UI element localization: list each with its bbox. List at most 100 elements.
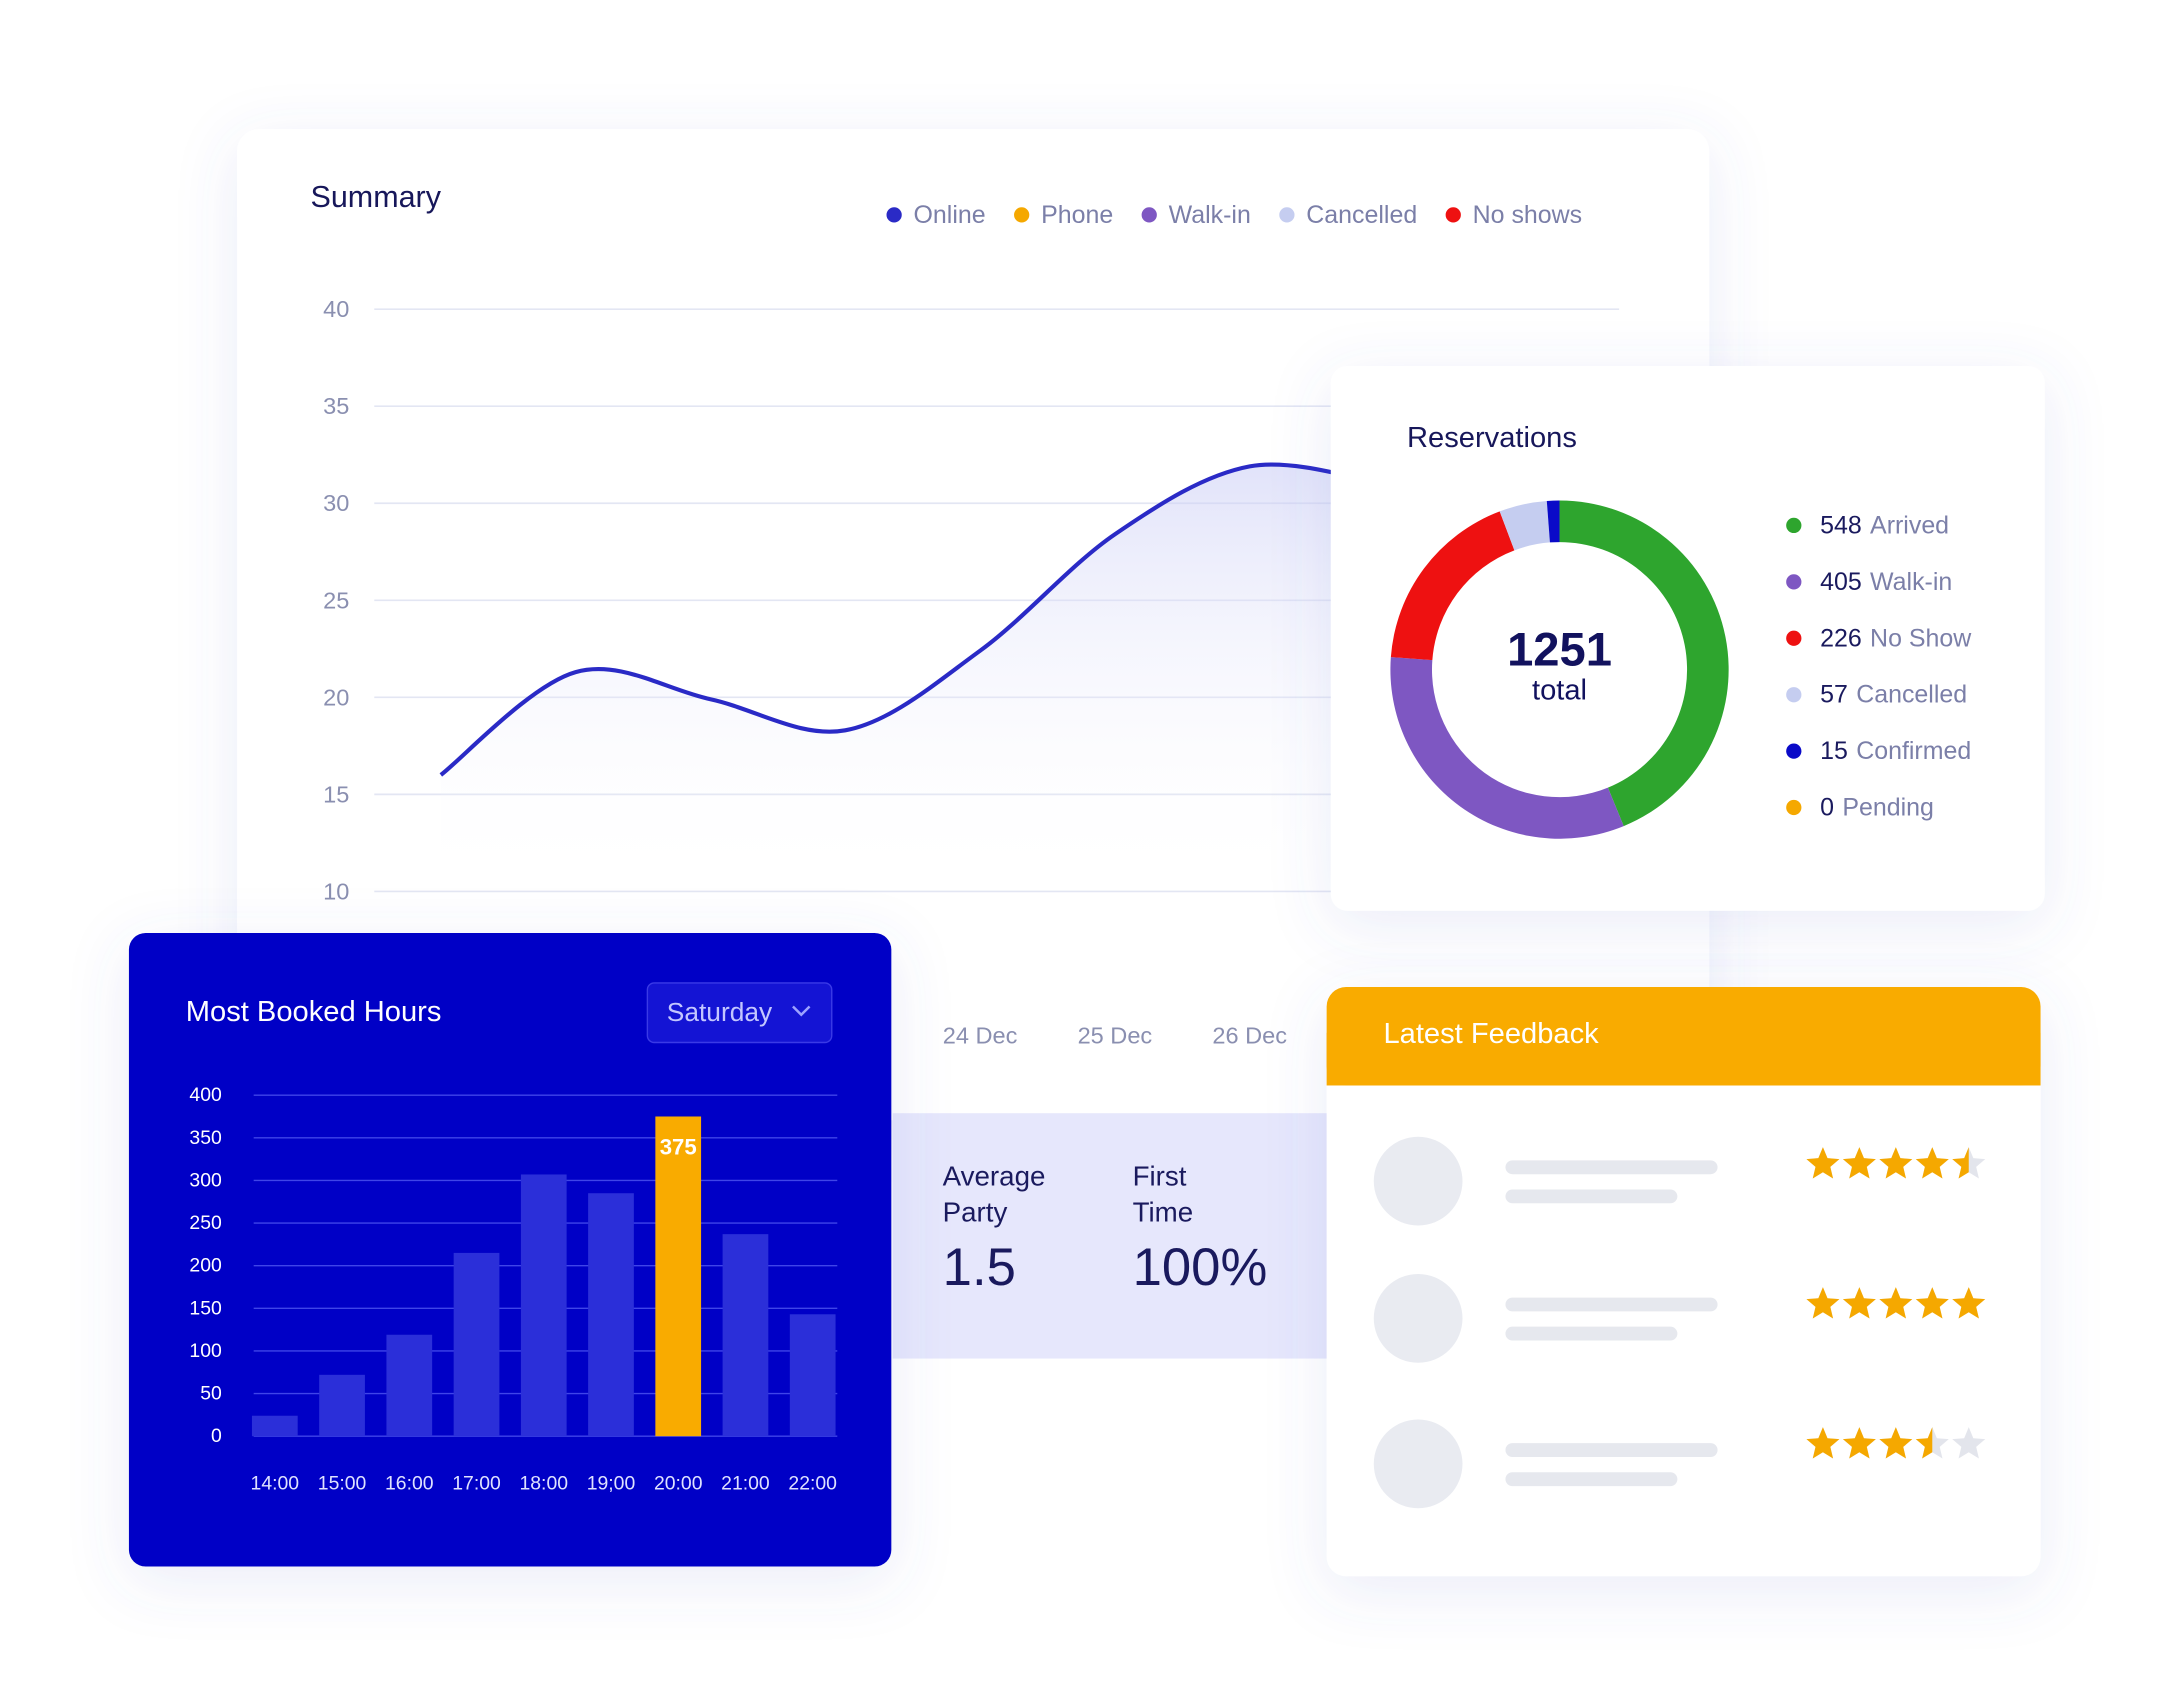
- chevron[interactable]: [792, 1005, 811, 1017]
- x-tick-label: 21:00: [721, 1472, 770, 1494]
- legend-label: Phone: [1041, 201, 1113, 229]
- legend-dot: [1445, 207, 1461, 223]
- bar-value-label: 375: [660, 1134, 697, 1159]
- dropdown-value[interactable]: Saturday: [667, 997, 773, 1027]
- stat-box: First Time 100%: [1133, 1159, 1327, 1299]
- legend-value: 0: [1820, 794, 1834, 822]
- rating: [1806, 1287, 1986, 1319]
- reservations-card: Reservations 548 Arrived 405 Walk-in 226 No S…: [1330, 366, 2045, 911]
- star-filled: [1879, 1287, 1913, 1319]
- line: [439, 462, 1385, 777]
- card-header: [1326, 1032, 2041, 1086]
- star-filled: [1915, 1147, 1949, 1179]
- legend-name: Cancelled: [1856, 681, 1967, 709]
- stat-label: Average Party: [942, 1161, 1046, 1229]
- x-tick-label: 16:00: [385, 1472, 434, 1494]
- legend-label: 226 No Show: [1820, 624, 1972, 652]
- avatar: [1373, 1274, 1463, 1363]
- y-tick-label: 250: [189, 1212, 222, 1234]
- legend-label: Cancelled: [1306, 201, 1417, 229]
- y-tick-label: 50: [200, 1383, 222, 1405]
- legend-dot: [886, 207, 902, 223]
- placeholder-line: [1505, 1472, 1678, 1487]
- legend-name: Arrived: [1870, 511, 1949, 539]
- legend-dot: [1786, 687, 1802, 703]
- bar: [319, 1374, 365, 1437]
- avatar: [1373, 1419, 1463, 1509]
- legend-value: 15: [1820, 737, 1848, 765]
- y-tick-label: 300: [189, 1169, 222, 1191]
- x-tick-label: 14:00: [251, 1472, 300, 1494]
- legend-dot: [1786, 517, 1802, 534]
- placeholder-line: [1505, 1160, 1718, 1175]
- legend-label: No shows: [1473, 201, 1583, 229]
- donut-segment: [1546, 500, 1560, 543]
- stat-label: First Time: [1132, 1161, 1194, 1229]
- legend-value: 405: [1820, 568, 1862, 596]
- donut-segment: [1559, 500, 1729, 827]
- stats-band: Average Party 1.5 First Time 100%: [892, 1113, 1329, 1359]
- legend-label: Online: [914, 201, 986, 229]
- star-filled: [1806, 1427, 1840, 1459]
- y-tick-label: 0: [211, 1425, 222, 1447]
- placeholder-line: [1505, 1326, 1678, 1341]
- star-filled: [1915, 1427, 1933, 1459]
- card-title: Reservations: [1407, 422, 1577, 454]
- bar: [789, 1314, 836, 1437]
- y-tick-label: 15: [323, 781, 349, 807]
- bar: [386, 1334, 433, 1437]
- y-tick-label: 200: [189, 1255, 222, 1277]
- day-dropdown[interactable]: Saturday: [646, 982, 833, 1044]
- y-tick-label: 35: [323, 393, 349, 419]
- donut-segment: [1390, 511, 1515, 661]
- star-filled: [1952, 1287, 1986, 1319]
- y-tick-label: 40: [323, 296, 349, 322]
- x-tick-label: 20:00: [654, 1472, 703, 1494]
- bar: [251, 1415, 298, 1437]
- x-tick-label: 25 Dec: [1078, 1023, 1153, 1049]
- placeholder-line: [1505, 1443, 1718, 1457]
- rating: [1806, 1147, 1986, 1179]
- feedback-card: Latest Feedback: [1326, 987, 2041, 1577]
- x-tick-label: 15:00: [318, 1472, 367, 1494]
- bar: [722, 1234, 769, 1437]
- star-filled: [1806, 1287, 1840, 1319]
- stat-box: Average Party 1.5: [943, 1159, 1123, 1299]
- line-area: [440, 464, 1385, 892]
- legend-dot: [1014, 207, 1030, 223]
- legend-dot: [1786, 630, 1802, 646]
- bar: [520, 1174, 567, 1437]
- placeholder-line: [1505, 1189, 1678, 1204]
- legend-value: 226: [1820, 624, 1862, 652]
- bar: [588, 1193, 634, 1437]
- legend-label: Walk-in: [1169, 201, 1251, 229]
- legend-label: 0 Pending: [1820, 794, 1934, 822]
- y-tick-label: 100: [189, 1340, 222, 1362]
- legend-dot: [1279, 207, 1295, 223]
- y-tick-label: 150: [189, 1297, 222, 1319]
- legend-name: No Show: [1870, 624, 1972, 652]
- stat-value: 100%: [1132, 1239, 1268, 1298]
- legend-label: 57 Cancelled: [1820, 681, 1967, 709]
- stat: Average Party 1.5: [943, 1159, 1123, 1299]
- x-tick-label: 22:00: [788, 1472, 837, 1494]
- legend-label: 15 Confirmed: [1820, 737, 1971, 765]
- star-filled: [1879, 1147, 1913, 1179]
- legend-name: Confirmed: [1856, 737, 1971, 765]
- dropdown-box[interactable]: [646, 982, 833, 1044]
- legend-label: 548 Arrived: [1820, 511, 1949, 539]
- star-filled: [1879, 1427, 1913, 1459]
- stat: First Time 100%: [1133, 1159, 1327, 1299]
- star-filled: [1842, 1147, 1876, 1179]
- legend-label: 405 Walk-in: [1820, 568, 1952, 596]
- star-filled: [1952, 1147, 1969, 1179]
- y-tick-label: 20: [323, 684, 349, 710]
- y-tick-label: 25: [323, 587, 349, 613]
- placeholder-line: [1505, 1297, 1718, 1312]
- x-tick-label: 19;00: [587, 1472, 636, 1494]
- y-tick-label: 30: [323, 490, 349, 516]
- legend-dot: [1786, 743, 1802, 759]
- star-empty: [1952, 1427, 1986, 1459]
